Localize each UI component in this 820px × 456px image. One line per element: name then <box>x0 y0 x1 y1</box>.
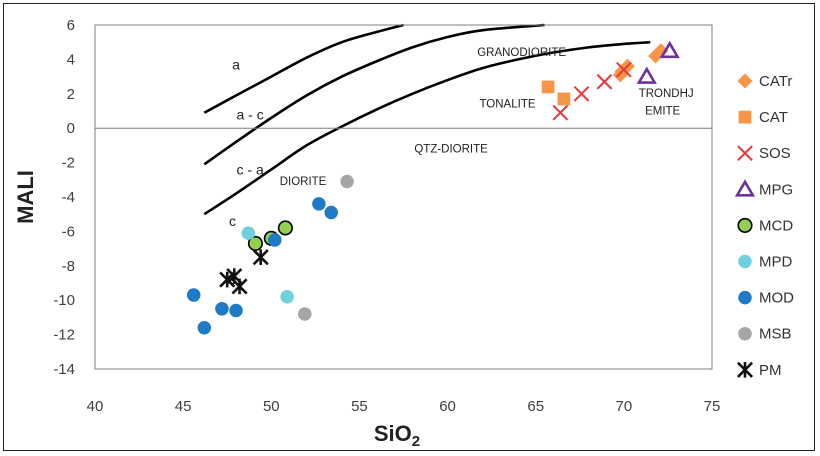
data-point-mod <box>197 320 212 335</box>
curve-label: c <box>229 213 236 229</box>
legend-item-mod: MOD <box>738 290 794 307</box>
data-point-cat <box>557 92 571 106</box>
x-tick-label: 40 <box>87 398 104 415</box>
y-tick-label: 4 <box>67 51 75 68</box>
legend-label: MOD <box>759 290 794 307</box>
legend-marker-mod <box>738 290 752 305</box>
legend-marker-mcd <box>737 217 753 233</box>
axes <box>94 24 713 370</box>
legend-label: MPD <box>759 254 793 271</box>
boundary-curve <box>203 40 651 216</box>
x-axis-title: SiO2 <box>374 421 420 450</box>
plot-area <box>94 24 713 370</box>
boundary-curve <box>203 23 404 114</box>
x-axis-title-subscript: 2 <box>412 433 420 450</box>
y-tick-label: 6 <box>67 17 75 34</box>
data-point-mpg <box>636 66 657 84</box>
y-tick-label: 0 <box>67 120 75 137</box>
y-tick-label: -14 <box>53 361 75 378</box>
legend-item-cat: CAT <box>738 109 788 126</box>
legend-marker-mpd <box>738 254 752 269</box>
y-tick-label: -4 <box>62 189 75 206</box>
legend-item-pm: PM <box>736 361 782 379</box>
data-point-msb <box>298 307 312 321</box>
legend-marker-pm <box>736 361 754 378</box>
data-point-mcd <box>277 220 293 236</box>
data-points <box>186 40 680 335</box>
data-point-mod <box>215 302 229 316</box>
data-point-sos <box>616 61 632 78</box>
field-label: GRANODIORITE <box>477 47 566 59</box>
legend-item-catr: CATr <box>737 73 792 90</box>
field-label: QTZ-DIORITE <box>414 143 488 155</box>
legend-item-mcd: MCD <box>737 217 793 234</box>
y-tick-label: 2 <box>67 86 75 103</box>
legend-item-mpg: MPG <box>734 179 793 198</box>
legend-label: MSB <box>759 326 792 343</box>
x-tick-label: 55 <box>351 398 368 415</box>
data-point-sos <box>552 104 569 121</box>
x-tick-label: 75 <box>704 398 721 415</box>
data-point-msb <box>340 174 354 189</box>
field-label: EMITE <box>645 105 680 117</box>
field-label: TRONDHJ <box>639 88 694 100</box>
y-tick-label: -6 <box>62 223 75 240</box>
legend: CATr CAT SOS MPG MCD MPD MOD MSB PM <box>734 73 794 379</box>
y-tick-label: -2 <box>62 155 75 172</box>
field-label: DIORITE <box>280 176 327 188</box>
x-tick-labels: 40 45 50 55 60 65 70 75 <box>87 398 721 415</box>
field-labels: GRANODIORITE TONALITE TRONDHJ EMITE QTZ-DIOR… <box>280 47 694 188</box>
curve-label: a <box>232 57 240 73</box>
y-tick-label: -8 <box>62 258 75 275</box>
curve-label: a - c <box>237 107 264 123</box>
x-tick-label: 70 <box>616 398 633 415</box>
legend-item-sos: SOS <box>737 145 791 162</box>
legend-marker-sos <box>737 145 753 162</box>
curve-labels: a a - c c - a c <box>229 57 264 230</box>
y-tick-label: -10 <box>53 292 75 309</box>
legend-label: CAT <box>759 109 788 126</box>
y-tick-labels: 6 4 2 0 -2 -4 -6 -8 -10 -12 -14 <box>53 17 75 378</box>
legend-marker-mpg <box>734 179 756 197</box>
legend-item-msb: MSB <box>738 326 792 343</box>
data-point-mod <box>229 303 243 318</box>
boundary-curves <box>203 23 651 216</box>
data-point-mod <box>324 205 338 220</box>
legend-label: MPG <box>759 181 793 198</box>
legend-marker-catr <box>737 73 753 89</box>
data-point-mpg <box>659 40 680 59</box>
data-point-pm <box>231 278 248 295</box>
x-tick-label: 45 <box>175 398 192 415</box>
x-tick-label: 50 <box>263 398 280 415</box>
x-tick-label: 60 <box>439 398 456 415</box>
legend-marker-cat <box>738 110 752 124</box>
field-label: TONALITE <box>479 99 535 111</box>
legend-label: CATr <box>759 73 792 90</box>
legend-label: PM <box>759 362 782 379</box>
data-point-sos <box>596 73 613 90</box>
y-tick-label: -12 <box>53 327 75 344</box>
legend-marker-msb <box>738 326 752 341</box>
data-point-mpd <box>280 290 294 304</box>
legend-label: SOS <box>759 145 791 162</box>
x-tick-label: 65 <box>527 398 544 415</box>
x-axis-title-main: SiO <box>374 421 412 446</box>
data-point-mod <box>312 197 326 211</box>
y-axis-title: MALI <box>13 170 38 224</box>
data-point-mpd <box>241 226 256 240</box>
legend-item-mpd: MPD <box>738 254 793 271</box>
data-point-mod <box>186 288 201 302</box>
curve-label: c - a <box>237 162 264 178</box>
data-point-pm <box>252 249 269 266</box>
chart-frame <box>3 3 815 451</box>
data-point-sos <box>573 85 590 102</box>
data-point-cat <box>541 80 555 94</box>
legend-label: MCD <box>759 217 793 234</box>
boundary-curve <box>203 23 545 166</box>
data-point-mod <box>268 233 282 247</box>
